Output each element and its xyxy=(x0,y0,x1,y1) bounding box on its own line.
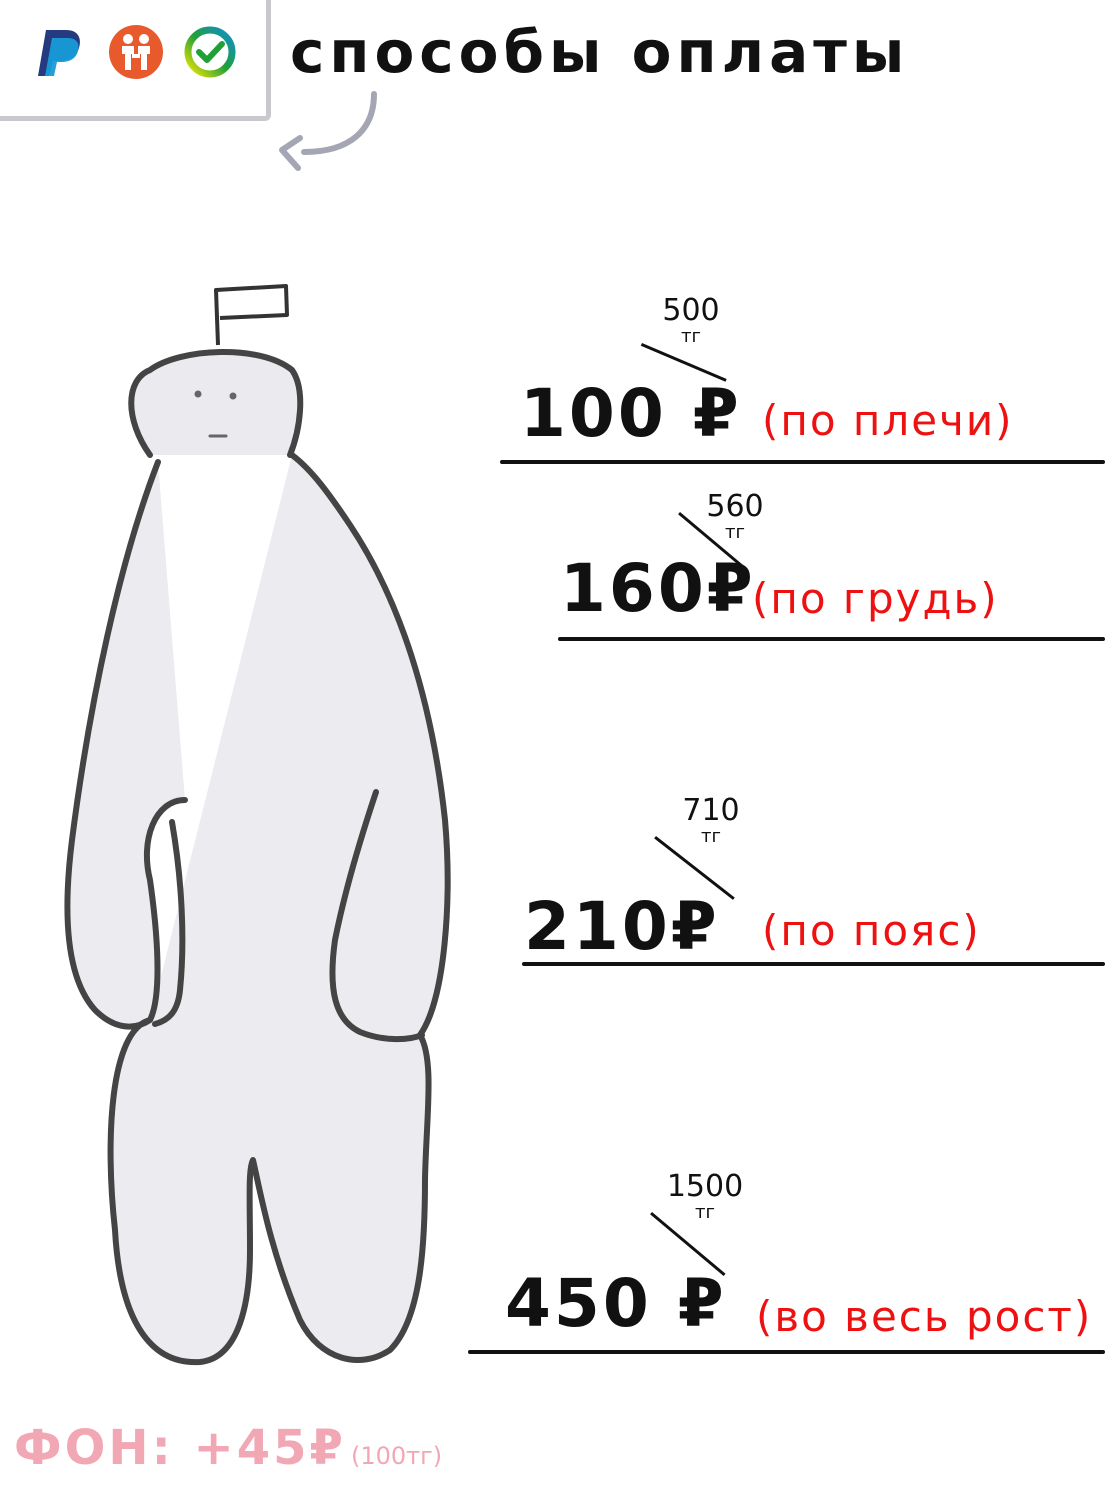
figure-head xyxy=(128,348,304,458)
pointer-arrow-icon xyxy=(279,91,377,171)
tier-description: (во весь рост) xyxy=(756,1292,1093,1341)
background-price-tenge: (100тг) xyxy=(351,1442,443,1470)
eye-right xyxy=(229,392,237,400)
payment-methods-title: способы оплаты xyxy=(290,18,910,86)
tier-description: (по грудь) xyxy=(752,574,999,623)
underline xyxy=(468,1350,1105,1354)
price: 160₽ xyxy=(560,550,756,627)
figure-sketch xyxy=(64,284,451,1366)
paypal-icon[interactable] xyxy=(32,24,88,80)
old-price: 500 тг xyxy=(662,293,720,347)
old-price: 710 тг xyxy=(682,793,740,847)
price: 450 ₽ xyxy=(505,1265,727,1342)
background-price: ФОН: +45₽ xyxy=(14,1420,346,1476)
sber-check-icon[interactable] xyxy=(182,24,238,80)
background-price-note: ФОН: +45₽ (100тг) xyxy=(14,1420,442,1476)
tier-description: (по плечи) xyxy=(762,396,1014,445)
old-price: 560 тг xyxy=(706,489,764,543)
underline xyxy=(500,460,1105,464)
flag-icon xyxy=(214,284,289,346)
eye-left xyxy=(194,390,202,398)
right-arm xyxy=(329,789,425,1043)
donation-people-icon[interactable] xyxy=(108,24,164,80)
underline xyxy=(558,637,1105,641)
payment-methods-box xyxy=(0,0,271,121)
price: 210₽ xyxy=(524,888,720,965)
tier-description: (по пояс) xyxy=(762,906,981,955)
underline xyxy=(522,962,1105,966)
price: 100 ₽ xyxy=(520,375,742,452)
left-arm xyxy=(152,819,186,1027)
old-price: 1500 тг xyxy=(666,1169,744,1223)
